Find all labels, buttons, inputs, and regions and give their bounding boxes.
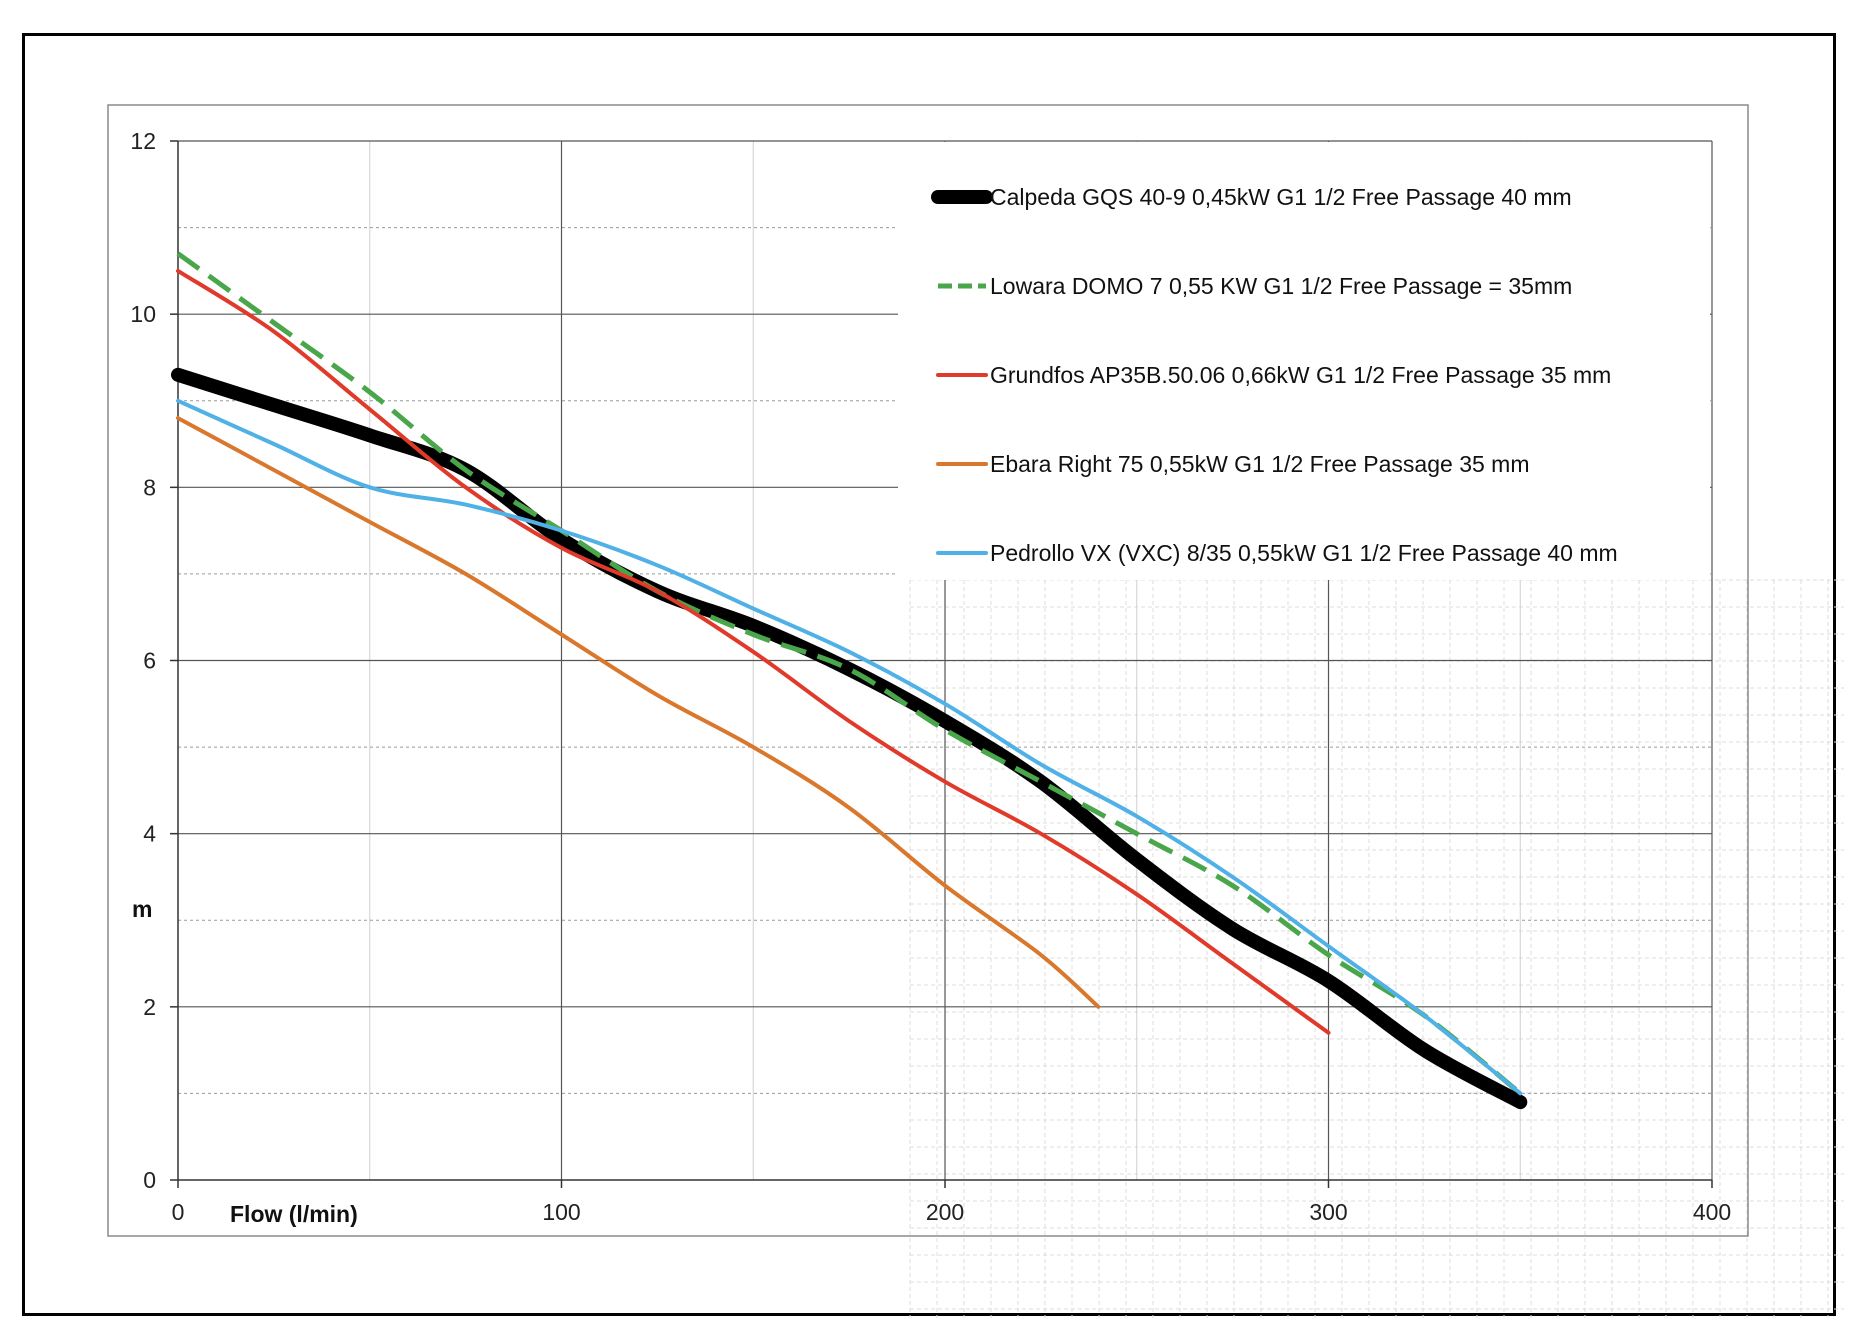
x-tick-label: 100 — [542, 1199, 580, 1225]
y-tick-label: 12 — [130, 128, 156, 154]
series-line-calpeda — [171, 367, 1528, 1110]
y-tick-label: 0 — [143, 1167, 156, 1193]
x-tick-labels: 0 100 200 300 400 — [172, 1199, 1732, 1225]
x-axis-label: Flow (l/min) — [230, 1201, 358, 1227]
x-tick-label: 300 — [1309, 1199, 1347, 1225]
x-tick-label: 0 — [172, 1199, 185, 1225]
chart-area-border — [107, 104, 1749, 1237]
overlay-grid — [909, 579, 1844, 1318]
y-tick-label: 2 — [143, 994, 156, 1020]
x-tick-label: 200 — [926, 1199, 964, 1225]
y-tick-label: 4 — [143, 821, 156, 847]
series-line-lowara — [176, 251, 1522, 1096]
series-line-pedrollo — [176, 398, 1523, 1096]
y-tick-labels: 0 2 4 6 8 10 12 — [130, 128, 156, 1193]
y-tick-label: 8 — [143, 474, 156, 500]
legend-label-pedrollo: Pedrollo VX (VXC) 8/35 0,55kW G1 1/2 Fre… — [990, 540, 1618, 566]
outer-frame — [22, 33, 1836, 1316]
series-lines — [171, 251, 1528, 1110]
y-axis-label: m — [132, 896, 152, 922]
legend-label-ebara: Ebara Right 75 0,55kW G1 1/2 Free Passag… — [990, 451, 1530, 477]
legend-label-grundfos: Grundfos AP35B.50.06 0,66kW G1 1/2 Free … — [990, 362, 1611, 388]
legend: Calpeda GQS 40-9 0,45kW G1 1/2 Free Pass… — [898, 142, 1710, 580]
legend-label-calpeda: Calpeda GQS 40-9 0,45kW G1 1/2 Free Pass… — [990, 184, 1572, 210]
x-tick-label: 400 — [1693, 1199, 1731, 1225]
legend-label-lowara: Lowara DOMO 7 0,55 KW G1 1/2 Free Passag… — [990, 273, 1572, 299]
series-line-ebara — [176, 416, 1101, 1009]
y-tick-label: 6 — [143, 648, 156, 674]
legend-background — [898, 142, 1710, 580]
y-tick-label: 10 — [130, 301, 156, 327]
axes — [170, 140, 1713, 1188]
series-line-grundfos — [176, 268, 1331, 1035]
